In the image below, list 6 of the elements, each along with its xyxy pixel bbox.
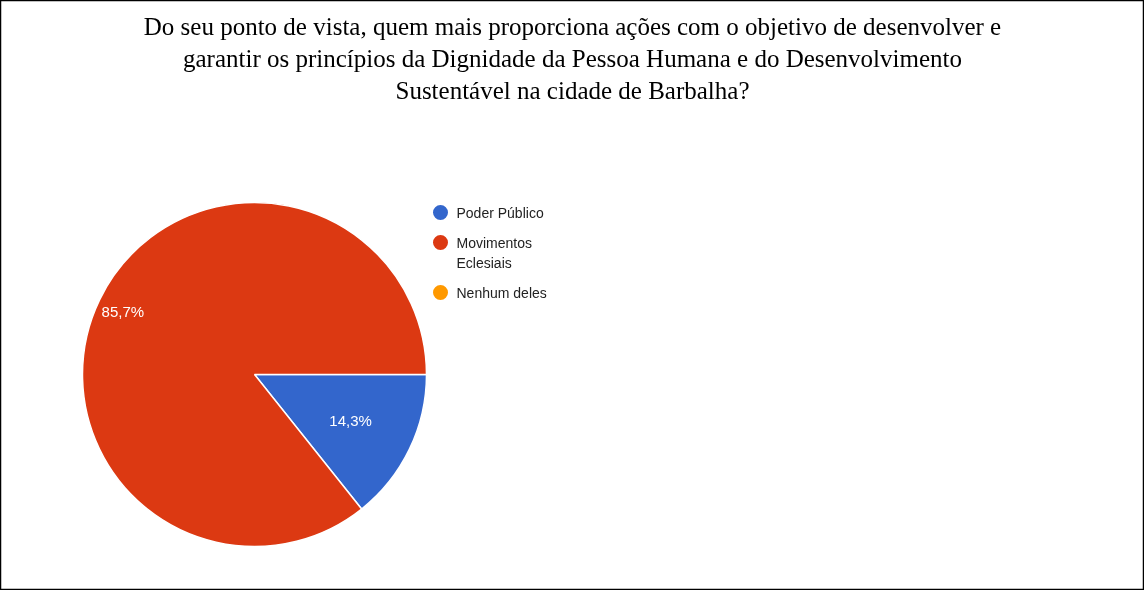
data-label: 85,7%	[101, 302, 145, 320]
chart-title: Do seu ponto de vista, quem mais proporciona ações com o objetivo de desenvolver e garantir os princípios da Dignidade da Pessoa Humana e do Desenvolvimento Sustentável na cidade de Barbalha?	[143, 12, 1002, 104]
legend-label: Nenhum deles	[456, 284, 547, 301]
legend-label: Poder Público	[456, 204, 544, 221]
legend-label: Movimentos Eclesiais	[456, 234, 532, 271]
data-label: 14,3%	[329, 412, 372, 430]
